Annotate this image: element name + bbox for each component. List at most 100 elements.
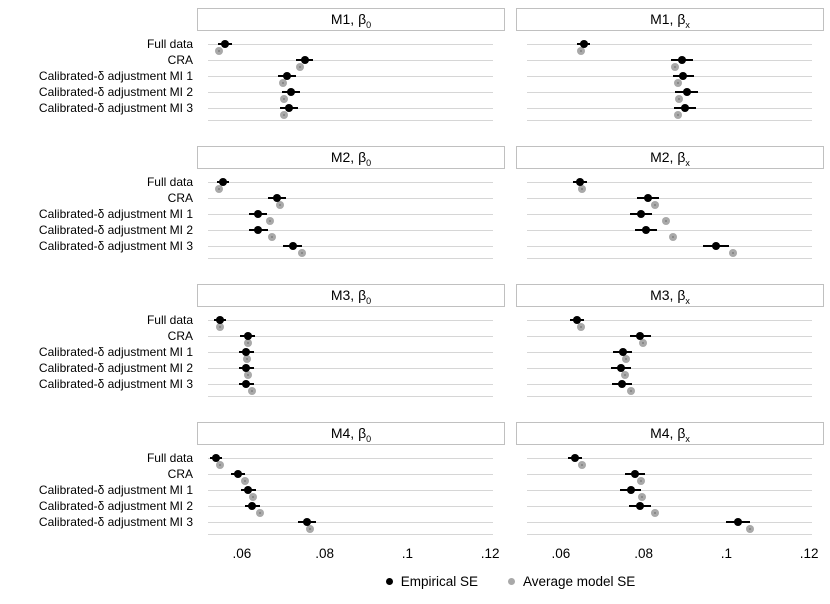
category-label: Full data (146, 313, 193, 327)
model-se-dot (661, 217, 670, 225)
panel-title: M3, βx (516, 284, 824, 307)
gridline (208, 352, 493, 353)
empirical-se-dot (618, 348, 627, 356)
gridline (208, 60, 493, 61)
empirical-se-dot (303, 518, 312, 526)
panel-M4-x: M4, βx (516, 422, 824, 542)
model-se-dot (728, 249, 737, 257)
gridline (527, 44, 812, 45)
model-se-dot (621, 355, 630, 363)
empirical-se-dot (218, 178, 227, 186)
empirical-se-dot (677, 56, 686, 64)
gridline (527, 60, 812, 61)
model-se-dot (248, 387, 257, 395)
x-tick-label: .1 (401, 546, 413, 561)
gridline (208, 214, 493, 215)
gridline (208, 506, 493, 507)
category-label: Calibrated-δ adjustment MI 1 (38, 69, 193, 83)
panel-title: M1, βx (516, 8, 824, 31)
gridline-bottom (527, 534, 812, 535)
gridline (527, 458, 812, 459)
gridline (527, 246, 812, 247)
empirical-se-dot (636, 332, 645, 340)
gridline (208, 76, 493, 77)
gridline (527, 336, 812, 337)
empirical-se-dot (682, 88, 691, 96)
gridline (527, 108, 812, 109)
x-tick-label: .06 (551, 546, 571, 561)
panel-M2-0: M2, β0 (197, 146, 505, 266)
gridline (527, 384, 812, 385)
empirical-se-dot (572, 316, 581, 324)
category-label: Full data (146, 175, 193, 189)
model-se-dot (214, 185, 223, 193)
legend: Empirical SE Average model SE (197, 574, 824, 589)
model-se-dot (243, 355, 252, 363)
gridline (208, 474, 493, 475)
empirical-se-dot (681, 104, 689, 112)
gridline (527, 76, 812, 77)
empirical-se-dot (253, 210, 262, 218)
category-label: CRA (167, 191, 193, 205)
empirical-se-dot (617, 364, 626, 372)
empirical-se-dot (635, 502, 644, 510)
gridline (208, 230, 493, 231)
model-se-dot (306, 525, 315, 533)
empirical-se-dot (617, 380, 626, 388)
gridline (527, 368, 812, 369)
empirical-se-dot (242, 348, 251, 356)
x-tick-label: .08 (315, 546, 335, 561)
empirical-se-dot (248, 502, 257, 510)
panel-title: M4, β0 (197, 422, 505, 445)
panel-title: M2, βx (516, 146, 824, 169)
gridline (208, 320, 493, 321)
empirical-se-dot (243, 332, 252, 340)
model-se-dot (244, 339, 253, 347)
model-se-dot (249, 493, 258, 501)
empirical-se-dot (242, 380, 251, 388)
x-tick-label: .12 (480, 546, 500, 561)
empirical-se-dot (242, 364, 251, 372)
empirical-se-dot (712, 242, 721, 250)
model-se-dot (669, 233, 678, 241)
gridline (527, 92, 812, 93)
category-label: Calibrated-δ adjustment MI 3 (38, 515, 193, 529)
gridline (527, 198, 812, 199)
empirical-se-dot (273, 194, 282, 202)
empirical-se-dot (233, 470, 242, 478)
category-label: Full data (146, 451, 193, 465)
model-se-dot (278, 79, 287, 87)
panel-M4-0: M4, β0 (197, 422, 505, 542)
category-label: CRA (167, 467, 193, 481)
empirical-se-dot (244, 486, 253, 494)
empirical-se-dot (283, 72, 291, 80)
gridline (527, 506, 812, 507)
gridline (527, 320, 812, 321)
model-se-dot (244, 371, 253, 379)
model-se-dot (675, 95, 684, 103)
model-se-dot (268, 233, 277, 241)
model-se-dot (626, 387, 635, 395)
gridline-bottom (208, 396, 493, 397)
model-se-dot (650, 201, 659, 209)
gridline (208, 522, 493, 523)
model-se-dot (576, 47, 585, 55)
model-se-dot (215, 323, 224, 331)
category-label: Full data (146, 37, 193, 51)
model-se-dot (216, 461, 225, 469)
model-se-dot (256, 509, 265, 517)
legend-label-empirical: Empirical SE (400, 574, 478, 589)
empirical-se-dot (575, 178, 584, 186)
panel-M1-x: M1, βx (516, 8, 824, 128)
empirical-se-dot (579, 40, 588, 48)
gridline (208, 490, 493, 491)
empirical-se-dot (733, 518, 742, 526)
category-label: CRA (167, 53, 193, 67)
gridline-bottom (208, 534, 493, 535)
model-se-dot (577, 461, 586, 469)
x-tick-label: .06 (232, 546, 252, 561)
empirical-se-dot (570, 454, 579, 462)
model-se-dot (275, 201, 284, 209)
model-se-dot (673, 111, 682, 119)
empirical-se-dot (642, 226, 651, 234)
